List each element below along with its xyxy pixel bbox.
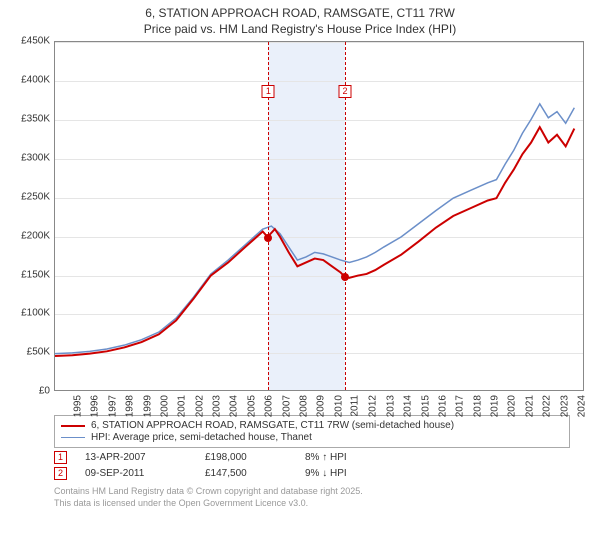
sale-row-1: 1 13-APR-2007 £198,000 8% ↑ HPI — [54, 451, 570, 464]
x-axis-label: 2024 — [576, 395, 587, 417]
chart-area: 12 £0£50K£100K£150K£200K£250K£300K£350K£… — [10, 41, 590, 411]
chart-title: 6, STATION APPROACH ROAD, RAMSGATE, CT11… — [0, 0, 600, 37]
sale-delta-2: 9% ↓ HPI — [305, 468, 347, 479]
title-line2: Price paid vs. HM Land Registry's House … — [0, 22, 600, 38]
footnote-line2: This data is licensed under the Open Gov… — [54, 498, 570, 510]
footnote: Contains HM Land Registry data © Crown c… — [54, 486, 570, 509]
y-axis-label: £150K — [21, 269, 50, 280]
x-axis-label: 2000 — [159, 395, 170, 417]
event-flag: 1 — [262, 85, 275, 98]
sale-date-2: 09-SEP-2011 — [85, 468, 205, 479]
sale-delta-1: 8% ↑ HPI — [305, 452, 347, 463]
x-axis-label: 2003 — [211, 395, 222, 417]
event-marker — [341, 273, 349, 281]
legend-label-hpi: HPI: Average price, semi-detached house,… — [91, 432, 312, 443]
x-axis-label: 2017 — [455, 395, 466, 417]
y-axis-label: £200K — [21, 230, 50, 241]
x-axis-label: 2004 — [229, 395, 240, 417]
y-axis-label: £400K — [21, 75, 50, 86]
event-marker — [264, 234, 272, 242]
event-flag: 2 — [339, 85, 352, 98]
x-axis-label: 2021 — [524, 395, 535, 417]
x-axis-label: 2014 — [402, 395, 413, 417]
sale-price-2: £147,500 — [205, 468, 305, 479]
x-axis-label: 2005 — [246, 395, 257, 417]
plot-region: 12 — [54, 41, 584, 391]
series-property — [55, 127, 574, 356]
x-axis-label: 2023 — [559, 395, 570, 417]
y-axis-label: £50K — [27, 347, 50, 358]
x-axis-label: 2020 — [507, 395, 518, 417]
legend-swatch-hpi — [61, 437, 85, 438]
legend-item-hpi: HPI: Average price, semi-detached house,… — [61, 432, 563, 443]
x-axis-label: 1997 — [107, 395, 118, 417]
x-axis-label: 2010 — [333, 395, 344, 417]
y-axis-label: £300K — [21, 152, 50, 163]
y-axis-label: £0 — [39, 386, 50, 397]
line-svg — [55, 42, 583, 390]
sale-row-2: 2 09-SEP-2011 £147,500 9% ↓ HPI — [54, 467, 570, 480]
x-axis-label: 2012 — [368, 395, 379, 417]
sale-flag-2: 2 — [54, 467, 67, 480]
y-axis-label: £250K — [21, 191, 50, 202]
x-axis-label: 2008 — [298, 395, 309, 417]
legend: 6, STATION APPROACH ROAD, RAMSGATE, CT11… — [54, 415, 570, 448]
footnote-line1: Contains HM Land Registry data © Crown c… — [54, 486, 570, 498]
x-axis-label: 1998 — [124, 395, 135, 417]
x-axis-label: 1999 — [142, 395, 153, 417]
x-axis-label: 2002 — [194, 395, 205, 417]
y-axis-label: £350K — [21, 113, 50, 124]
x-axis-label: 2006 — [263, 395, 274, 417]
title-line1: 6, STATION APPROACH ROAD, RAMSGATE, CT11… — [0, 6, 600, 22]
sale-date-1: 13-APR-2007 — [85, 452, 205, 463]
y-axis-label: £100K — [21, 308, 50, 319]
x-axis-label: 2013 — [385, 395, 396, 417]
x-axis-label: 2011 — [350, 395, 361, 417]
legend-swatch-property — [61, 425, 85, 427]
x-axis-label: 2018 — [472, 395, 483, 417]
x-axis-label: 2007 — [281, 395, 292, 417]
x-axis-label: 2015 — [420, 395, 431, 417]
legend-item-property: 6, STATION APPROACH ROAD, RAMSGATE, CT11… — [61, 420, 563, 431]
sale-price-1: £198,000 — [205, 452, 305, 463]
x-axis-label: 1996 — [90, 395, 101, 417]
x-axis-label: 2001 — [177, 395, 188, 417]
x-axis-label: 2019 — [489, 395, 500, 417]
x-axis-label: 2009 — [316, 395, 327, 417]
x-axis-label: 2016 — [437, 395, 448, 417]
series-hpi — [55, 104, 574, 354]
x-axis-label: 2022 — [541, 395, 552, 417]
x-axis-label: 1995 — [72, 395, 83, 417]
y-axis-label: £450K — [21, 36, 50, 47]
sale-flag-1: 1 — [54, 451, 67, 464]
legend-label-property: 6, STATION APPROACH ROAD, RAMSGATE, CT11… — [91, 420, 454, 431]
sales-table: 1 13-APR-2007 £198,000 8% ↑ HPI 2 09-SEP… — [54, 451, 570, 480]
